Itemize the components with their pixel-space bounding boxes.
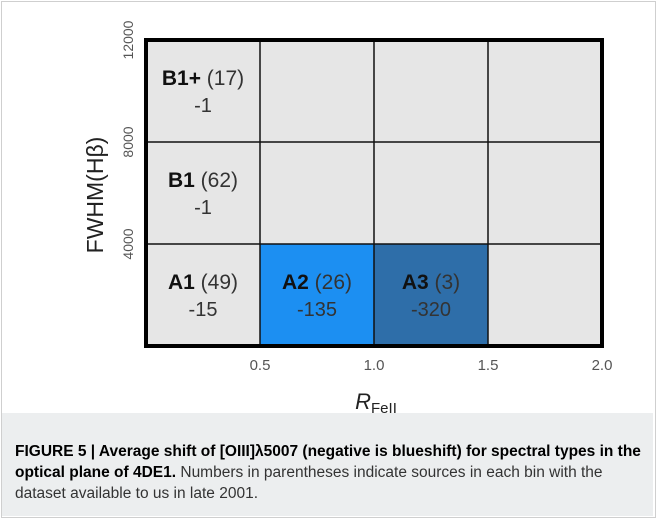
- x-tick-label: 1.5: [478, 357, 499, 374]
- cell-label: B1+ (17): [162, 67, 244, 90]
- cell-type: B1+: [162, 67, 201, 90]
- x-tick-label: 1.0: [364, 357, 385, 374]
- cell-label: A3 (3): [402, 271, 460, 294]
- cell-shift-value: -135: [297, 299, 337, 321]
- x-axis-label-sub: FeII: [371, 400, 397, 417]
- cell-type: A3: [402, 271, 429, 294]
- cell-count: (62): [195, 169, 238, 192]
- heatmap-cell: [374, 142, 488, 244]
- x-tick-label: 2.0: [592, 357, 613, 374]
- cell-shift-value: -320: [411, 299, 451, 321]
- heatmap-cell: [146, 40, 260, 142]
- y-tick-label: 4000: [120, 228, 136, 259]
- heatmap-cell: [260, 40, 374, 142]
- heatmap-cell: [488, 40, 602, 142]
- y-tick-label: 8000: [120, 126, 136, 157]
- y-axis-label: FWHM(Hβ): [82, 137, 108, 254]
- y-tick-label: 12000: [120, 20, 136, 59]
- cell-label: B1 (62): [168, 169, 238, 192]
- heatmap-cell: [374, 40, 488, 142]
- caption-text: Numbers in parentheses indicate sources …: [15, 464, 603, 502]
- heatmap-cell: [146, 142, 260, 244]
- cell-type: A1: [168, 271, 195, 294]
- x-tick-label: 0.5: [250, 357, 271, 374]
- heatmap-cell: [260, 142, 374, 244]
- cell-count: (3): [429, 271, 461, 294]
- chart: B1+ (17) -1 B1 (62) -1 A1 (49) -15 A2 (26) -135…: [82, 20, 612, 417]
- caption-bold: FIGURE 5 | Average shift of [OIII]λ5007 …: [15, 443, 641, 481]
- heatmap-cell: [374, 244, 488, 346]
- cell-shift-value: -1: [194, 197, 212, 219]
- figure-caption: FIGURE 5 | Average shift of [OIII]λ5007 …: [15, 441, 645, 504]
- cell-label: A2 (26): [282, 271, 352, 294]
- heatmap-cell: [488, 142, 602, 244]
- ticks-layer: 0.5 1.0 1.5 2.0 4000 8000 12000: [120, 20, 612, 374]
- heatmap-cell: [488, 244, 602, 346]
- caption-box: [2, 413, 653, 516]
- cell-label: A1 (49): [168, 271, 238, 294]
- cell-shift-value: -15: [189, 299, 218, 321]
- grid-layer: [146, 40, 602, 346]
- heatmap-cell: [260, 244, 374, 346]
- x-axis-label-main: R: [355, 389, 371, 414]
- cell-shift-value: -1: [194, 95, 212, 117]
- cell-count: (49): [195, 271, 238, 294]
- cell-type: B1: [168, 169, 195, 192]
- heatmap-cell: [146, 244, 260, 346]
- x-axis-label: RFeII: [355, 389, 397, 417]
- cell-type: A2: [282, 271, 309, 294]
- cells-layer: B1+ (17) -1 B1 (62) -1 A1 (49) -15 A2 (26) -135…: [146, 40, 602, 346]
- cell-count: (17): [201, 67, 244, 90]
- plot-border: [144, 38, 604, 348]
- cell-count: (26): [309, 271, 352, 294]
